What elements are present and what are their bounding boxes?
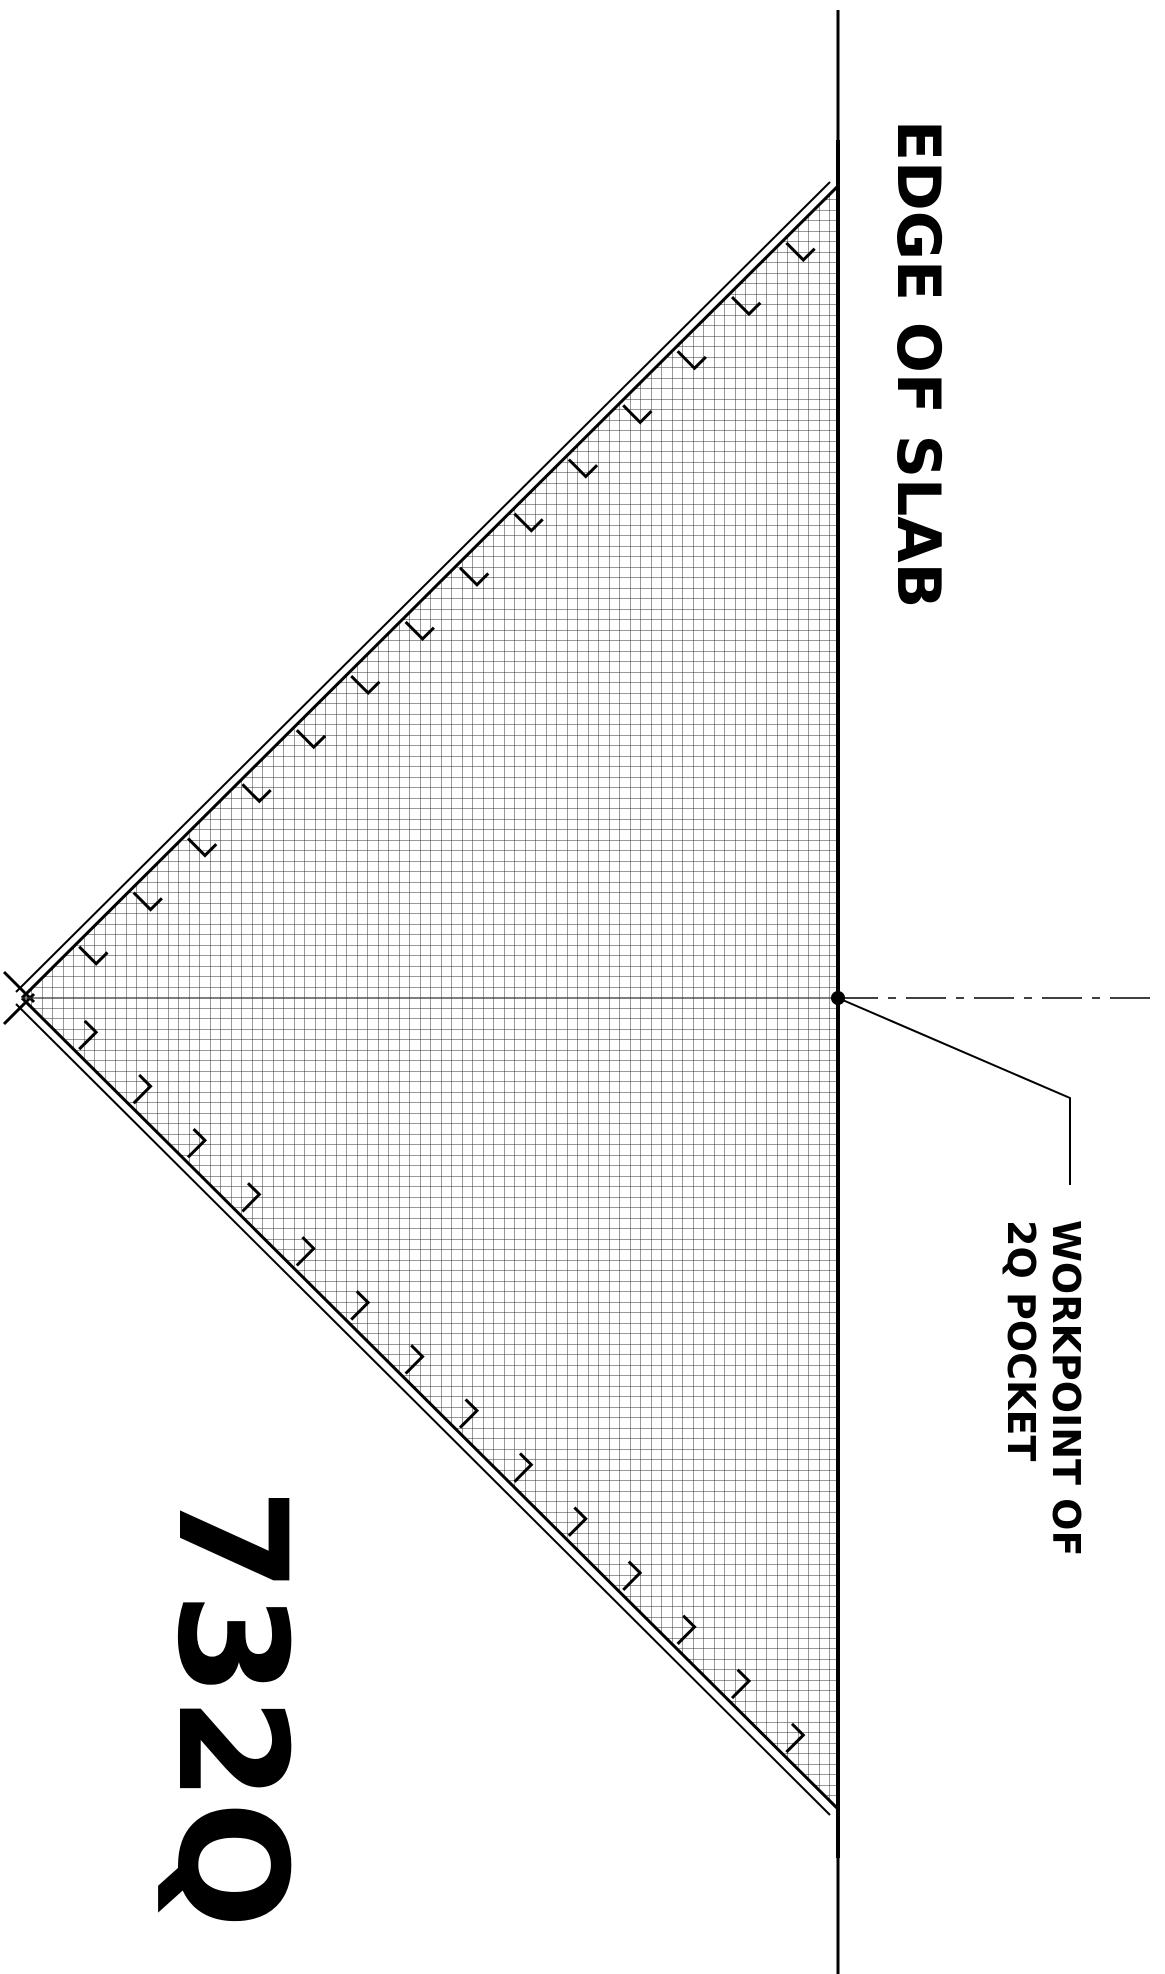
- anchor-tick: [404, 620, 435, 642]
- anchor-tick: [186, 837, 218, 858]
- lower-anchor-ticks: [78, 1019, 806, 1754]
- edge-of-slab-label: EDGE OF SLAB: [883, 120, 953, 608]
- anchor-tick: [241, 783, 272, 804]
- apex-marker: [2, 970, 36, 1026]
- anchor-tick: [676, 1614, 697, 1646]
- anchor-tick: [622, 1560, 643, 1591]
- anchor-tick: [132, 891, 163, 912]
- anchor-tick: [730, 1668, 752, 1700]
- anchor-tick: [78, 1019, 99, 1051]
- anchor-tick: [186, 1127, 208, 1159]
- anchor-tick: [513, 512, 544, 533]
- anchor-tick: [458, 1398, 480, 1429]
- anchor-tick: [241, 1182, 262, 1213]
- upper-anchor-ticks: [78, 241, 816, 966]
- anchor-tick: [295, 729, 327, 750]
- anchor-tick: [350, 1290, 371, 1321]
- anchor-tick: [458, 566, 490, 587]
- anchor-tick: [132, 1073, 153, 1105]
- anchor-tick: [785, 1722, 806, 1754]
- workpoint-label-line2: 2Q POCKET: [999, 1220, 1043, 1461]
- anchor-tick: [785, 241, 816, 263]
- anchor-tick: [730, 296, 762, 317]
- anchor-tick: [622, 404, 653, 425]
- upper-diagonal-edge: [15, 181, 840, 1000]
- anchor-tick: [350, 674, 381, 696]
- anchor-tick: [404, 1344, 425, 1375]
- anchor-tick: [78, 945, 109, 966]
- anchor-tick: [567, 1506, 588, 1537]
- anchor-tick: [567, 458, 599, 479]
- anchor-tick: [295, 1236, 316, 1267]
- workpoint-label-line1: WORKPOINT OF: [1044, 1220, 1088, 1556]
- piece-mark-label: 732Q: [144, 1488, 318, 1929]
- lower-diagonal-edge: [15, 996, 840, 1816]
- workpoint-leader-line: [837, 997, 1071, 1185]
- anchor-tick: [513, 1452, 534, 1483]
- anchor-tick: [676, 350, 707, 371]
